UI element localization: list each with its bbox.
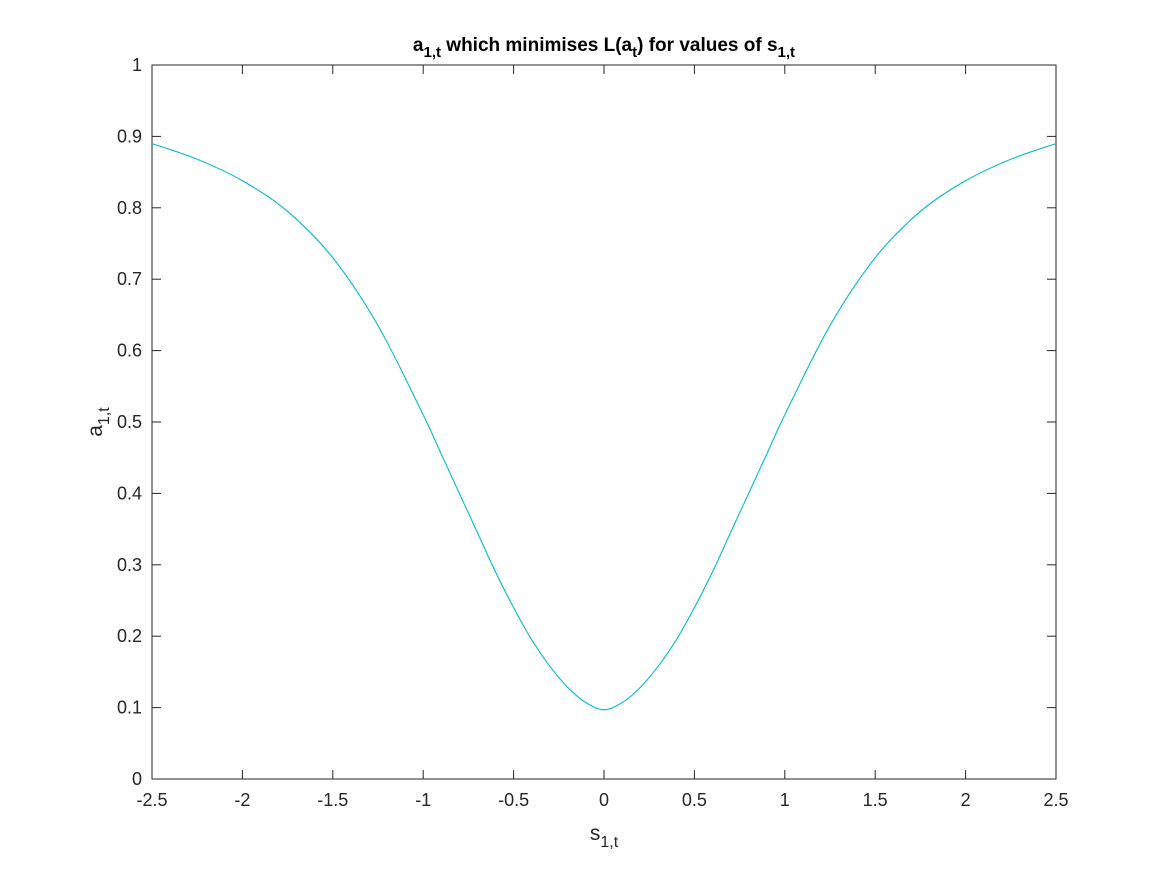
title-subscript: 1,t xyxy=(424,44,442,61)
x-tick-label: 1 xyxy=(780,790,790,810)
series-group xyxy=(151,142,1057,711)
x-tick-label: -1 xyxy=(415,790,431,810)
x-tick-label: -0.5 xyxy=(498,790,529,810)
x-tick-label: -2.5 xyxy=(136,790,167,810)
y-tick-label: 0.1 xyxy=(117,698,142,718)
x-tick-label: 0 xyxy=(599,790,609,810)
y-axis-title-subscript: 1,t xyxy=(96,407,113,425)
x-tick-label: -2 xyxy=(234,790,250,810)
title-subscript: 1,t xyxy=(778,44,796,61)
x-axis-title-main: s xyxy=(590,822,601,845)
y-tick-label: 0.3 xyxy=(117,555,142,575)
y-tick-label: 0.7 xyxy=(117,269,142,289)
y-axis-title-main: a xyxy=(84,425,107,437)
title-segment: which minimises L(a xyxy=(441,35,633,56)
chart-title: a1,t which minimises L(at) for values of… xyxy=(413,35,795,61)
x-tick-label: -1.5 xyxy=(317,790,348,810)
title-subscript: t xyxy=(632,44,637,61)
y-tick-label: 0.6 xyxy=(117,341,142,361)
y-tick-label: 0.5 xyxy=(117,412,142,432)
y-tick-label: 0.8 xyxy=(117,198,142,218)
title-segment: ) for values of s xyxy=(637,35,777,56)
y-tick-label: 0 xyxy=(132,769,142,789)
y-tick-label: 0.9 xyxy=(117,126,142,146)
x-tick-label: 2 xyxy=(961,790,971,810)
title-segment: a xyxy=(413,35,424,56)
y-tick-label: 1 xyxy=(132,55,142,75)
plot-box xyxy=(151,64,1057,780)
x-axis-title-subscript: 1,t xyxy=(600,834,618,851)
axes: -2.5 -2 -1.5 -1 -0.5 0 0.5 1 1.5 2 2.5 0 0.1 0.2 0.3 0.… xyxy=(117,55,1069,810)
x-tick-label: 0.5 xyxy=(682,790,707,810)
y-tick-label: 0.2 xyxy=(117,626,142,646)
x-tick-label: 2.5 xyxy=(1043,790,1068,810)
y-tick-label: 0.4 xyxy=(117,483,142,503)
x-axis-title: s1,t xyxy=(590,822,619,851)
y-axis-title: a1,t xyxy=(84,407,113,437)
x-tick-label: 1.5 xyxy=(863,790,888,810)
series-line xyxy=(151,142,1057,711)
